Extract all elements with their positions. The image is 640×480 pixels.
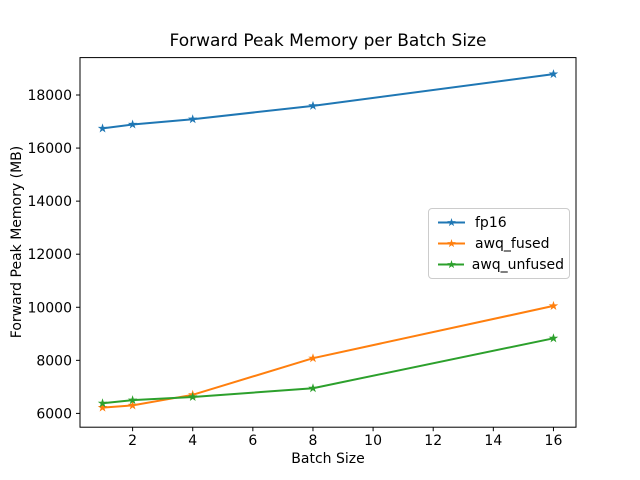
marker-awq_fused [548, 300, 559, 310]
marker-awq_fused [97, 402, 108, 412]
legend-entry-fp16: fp16 [437, 212, 564, 233]
legend-entry-awq-unfused: awq_unfused [437, 254, 564, 275]
marker-awq_fused [127, 400, 138, 410]
marker-awq_unfused [548, 333, 559, 343]
legend-label-fp16: fp16 [475, 214, 507, 231]
legend-marker-awq-fused-icon [438, 239, 465, 248]
x-tick-label: 14 [484, 433, 502, 449]
x-tick-label: 8 [309, 433, 318, 449]
marker-awq_unfused [308, 383, 318, 393]
x-tick-label: 12 [424, 433, 442, 449]
marker-fp16 [548, 69, 559, 79]
marker-fp16 [127, 119, 138, 129]
legend-label-awq-unfused: awq_unfused [471, 256, 564, 273]
y-axis-label: Forward Peak Memory (MB) [9, 145, 25, 339]
x-tick-label: 16 [545, 433, 563, 449]
x-axis-label: Batch Size [291, 451, 365, 467]
legend-star [447, 218, 456, 227]
series-line-awq_unfused [101, 337, 555, 405]
y-tick-label: 6000 [36, 406, 72, 422]
y-tick-label: 10000 [27, 300, 72, 316]
y-tick-label: 14000 [27, 194, 72, 210]
marker-awq_unfused [188, 392, 198, 401]
marker-awq_unfused [97, 398, 108, 408]
x-tick-label: 4 [188, 433, 197, 449]
x-tick-label: 2 [128, 433, 137, 449]
series-line-awq_fused [101, 304, 555, 409]
marker-fp16 [308, 100, 318, 110]
y-tick-label: 16000 [27, 141, 72, 157]
legend-label-awq-fused: awq_fused [475, 235, 550, 252]
legend-marker-fp16-icon [438, 218, 465, 227]
marker-awq_unfused [127, 395, 138, 405]
x-tick-label: 6 [248, 433, 257, 449]
chart-title: Forward Peak Memory per Batch Size [169, 31, 487, 51]
marker-fp16 [97, 123, 108, 133]
legend-entry-awq-fused: awq_fused [437, 233, 564, 254]
legend-star [447, 260, 456, 269]
plot-frame [79, 57, 577, 428]
legend-star [447, 239, 456, 248]
y-tick-label: 8000 [36, 353, 72, 369]
legend-marker-awq-unfused-icon [438, 260, 464, 269]
series-line-fp16 [101, 73, 555, 130]
x-tick-label: 10 [364, 433, 382, 449]
legend: fp16 awq_fused awq_unfused [428, 208, 570, 279]
marker-fp16 [188, 114, 198, 124]
y-tick-label: 12000 [27, 247, 72, 263]
marker-awq_fused [308, 353, 318, 363]
y-tick-label: 18000 [27, 88, 72, 104]
